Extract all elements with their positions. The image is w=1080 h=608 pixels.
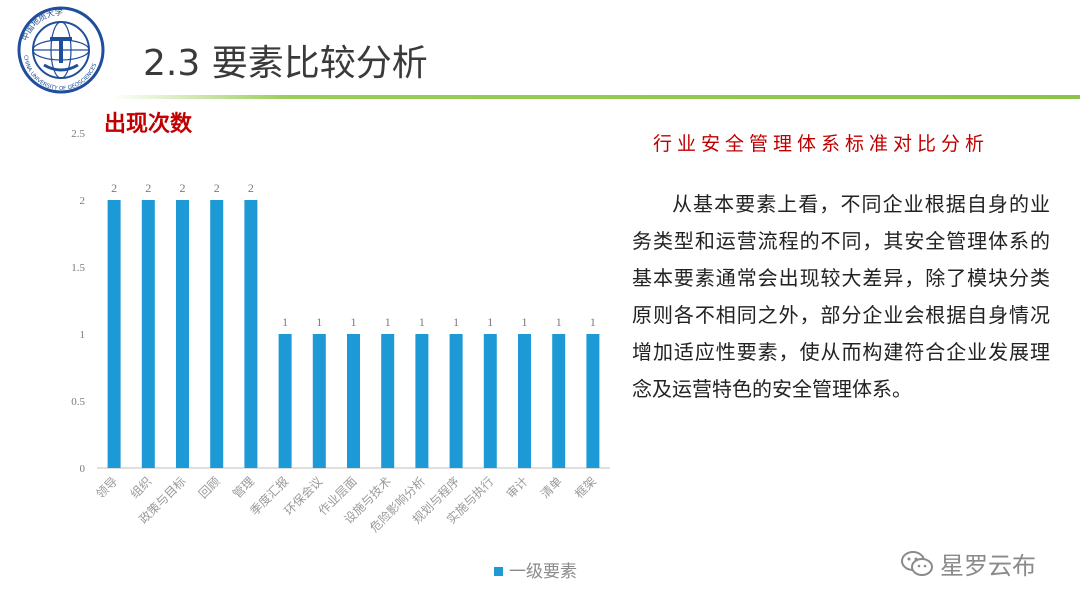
data-label: 1 bbox=[385, 315, 391, 329]
x-tick-label: 框架 bbox=[572, 474, 599, 501]
bar bbox=[347, 334, 360, 468]
bar bbox=[176, 200, 189, 468]
bar bbox=[210, 200, 224, 468]
y-tick-label: 2 bbox=[80, 195, 86, 207]
data-label: 1 bbox=[453, 315, 459, 329]
bar bbox=[552, 334, 566, 468]
data-label: 1 bbox=[282, 315, 288, 329]
bar bbox=[381, 334, 395, 468]
bar-chart: 00.511.522.52领导2组织2政策与目标2回顾2管理1季度汇报1环保会议… bbox=[71, 128, 610, 582]
page-title: 2.3 要素比较分析 bbox=[143, 43, 428, 84]
panel-body: 从基本要素上看，不同企业根据自身的业务类型和运营流程的不同，其安全管理体系的基本… bbox=[632, 192, 1050, 401]
bar bbox=[278, 334, 292, 468]
bar bbox=[107, 200, 121, 468]
bar bbox=[586, 334, 600, 468]
bar bbox=[483, 334, 497, 468]
data-label: 1 bbox=[419, 315, 425, 329]
y-axis-title: 出现次数 bbox=[104, 112, 193, 137]
y-tick-label: 1.5 bbox=[71, 262, 85, 274]
bar bbox=[141, 200, 155, 468]
wechat-icon bbox=[901, 550, 933, 576]
data-label: 1 bbox=[351, 315, 357, 329]
data-label: 2 bbox=[180, 181, 186, 195]
legend-label: 一级要素 bbox=[509, 562, 577, 582]
bar bbox=[449, 334, 463, 468]
y-tick-label: 0 bbox=[80, 463, 86, 475]
x-tick-label: 审计 bbox=[503, 474, 531, 502]
data-label: 1 bbox=[556, 315, 562, 329]
data-label: 1 bbox=[522, 315, 528, 329]
panel-title: 行业安全管理体系标准对比分析 bbox=[653, 133, 990, 155]
bar bbox=[518, 334, 531, 468]
data-label: 2 bbox=[214, 181, 220, 195]
title-divider bbox=[112, 95, 1080, 99]
data-label: 1 bbox=[316, 315, 322, 329]
bar bbox=[415, 334, 429, 468]
x-tick-label: 清单 bbox=[538, 474, 565, 501]
data-label: 2 bbox=[145, 181, 151, 195]
x-tick-label: 组织 bbox=[128, 474, 155, 501]
y-tick-label: 1 bbox=[80, 329, 86, 341]
watermark: 星罗云布 bbox=[900, 546, 1036, 581]
data-label: 1 bbox=[590, 315, 596, 329]
x-tick-label: 领导 bbox=[93, 474, 120, 501]
data-label: 2 bbox=[111, 181, 117, 195]
watermark-text: 星罗云布 bbox=[940, 552, 1036, 580]
x-tick-label: 管理 bbox=[229, 474, 257, 502]
bar bbox=[244, 200, 258, 468]
legend-swatch bbox=[494, 567, 503, 576]
bar bbox=[312, 334, 326, 468]
x-tick-label: 回顾 bbox=[196, 474, 223, 501]
y-tick-label: 2.5 bbox=[71, 128, 85, 140]
y-tick-label: 0.5 bbox=[71, 396, 85, 408]
data-label: 1 bbox=[487, 315, 493, 329]
university-logo: 中国地质大学 CHINA UNIVERSITY OF GEOSCIENCES bbox=[17, 6, 105, 94]
data-label: 2 bbox=[248, 181, 254, 195]
